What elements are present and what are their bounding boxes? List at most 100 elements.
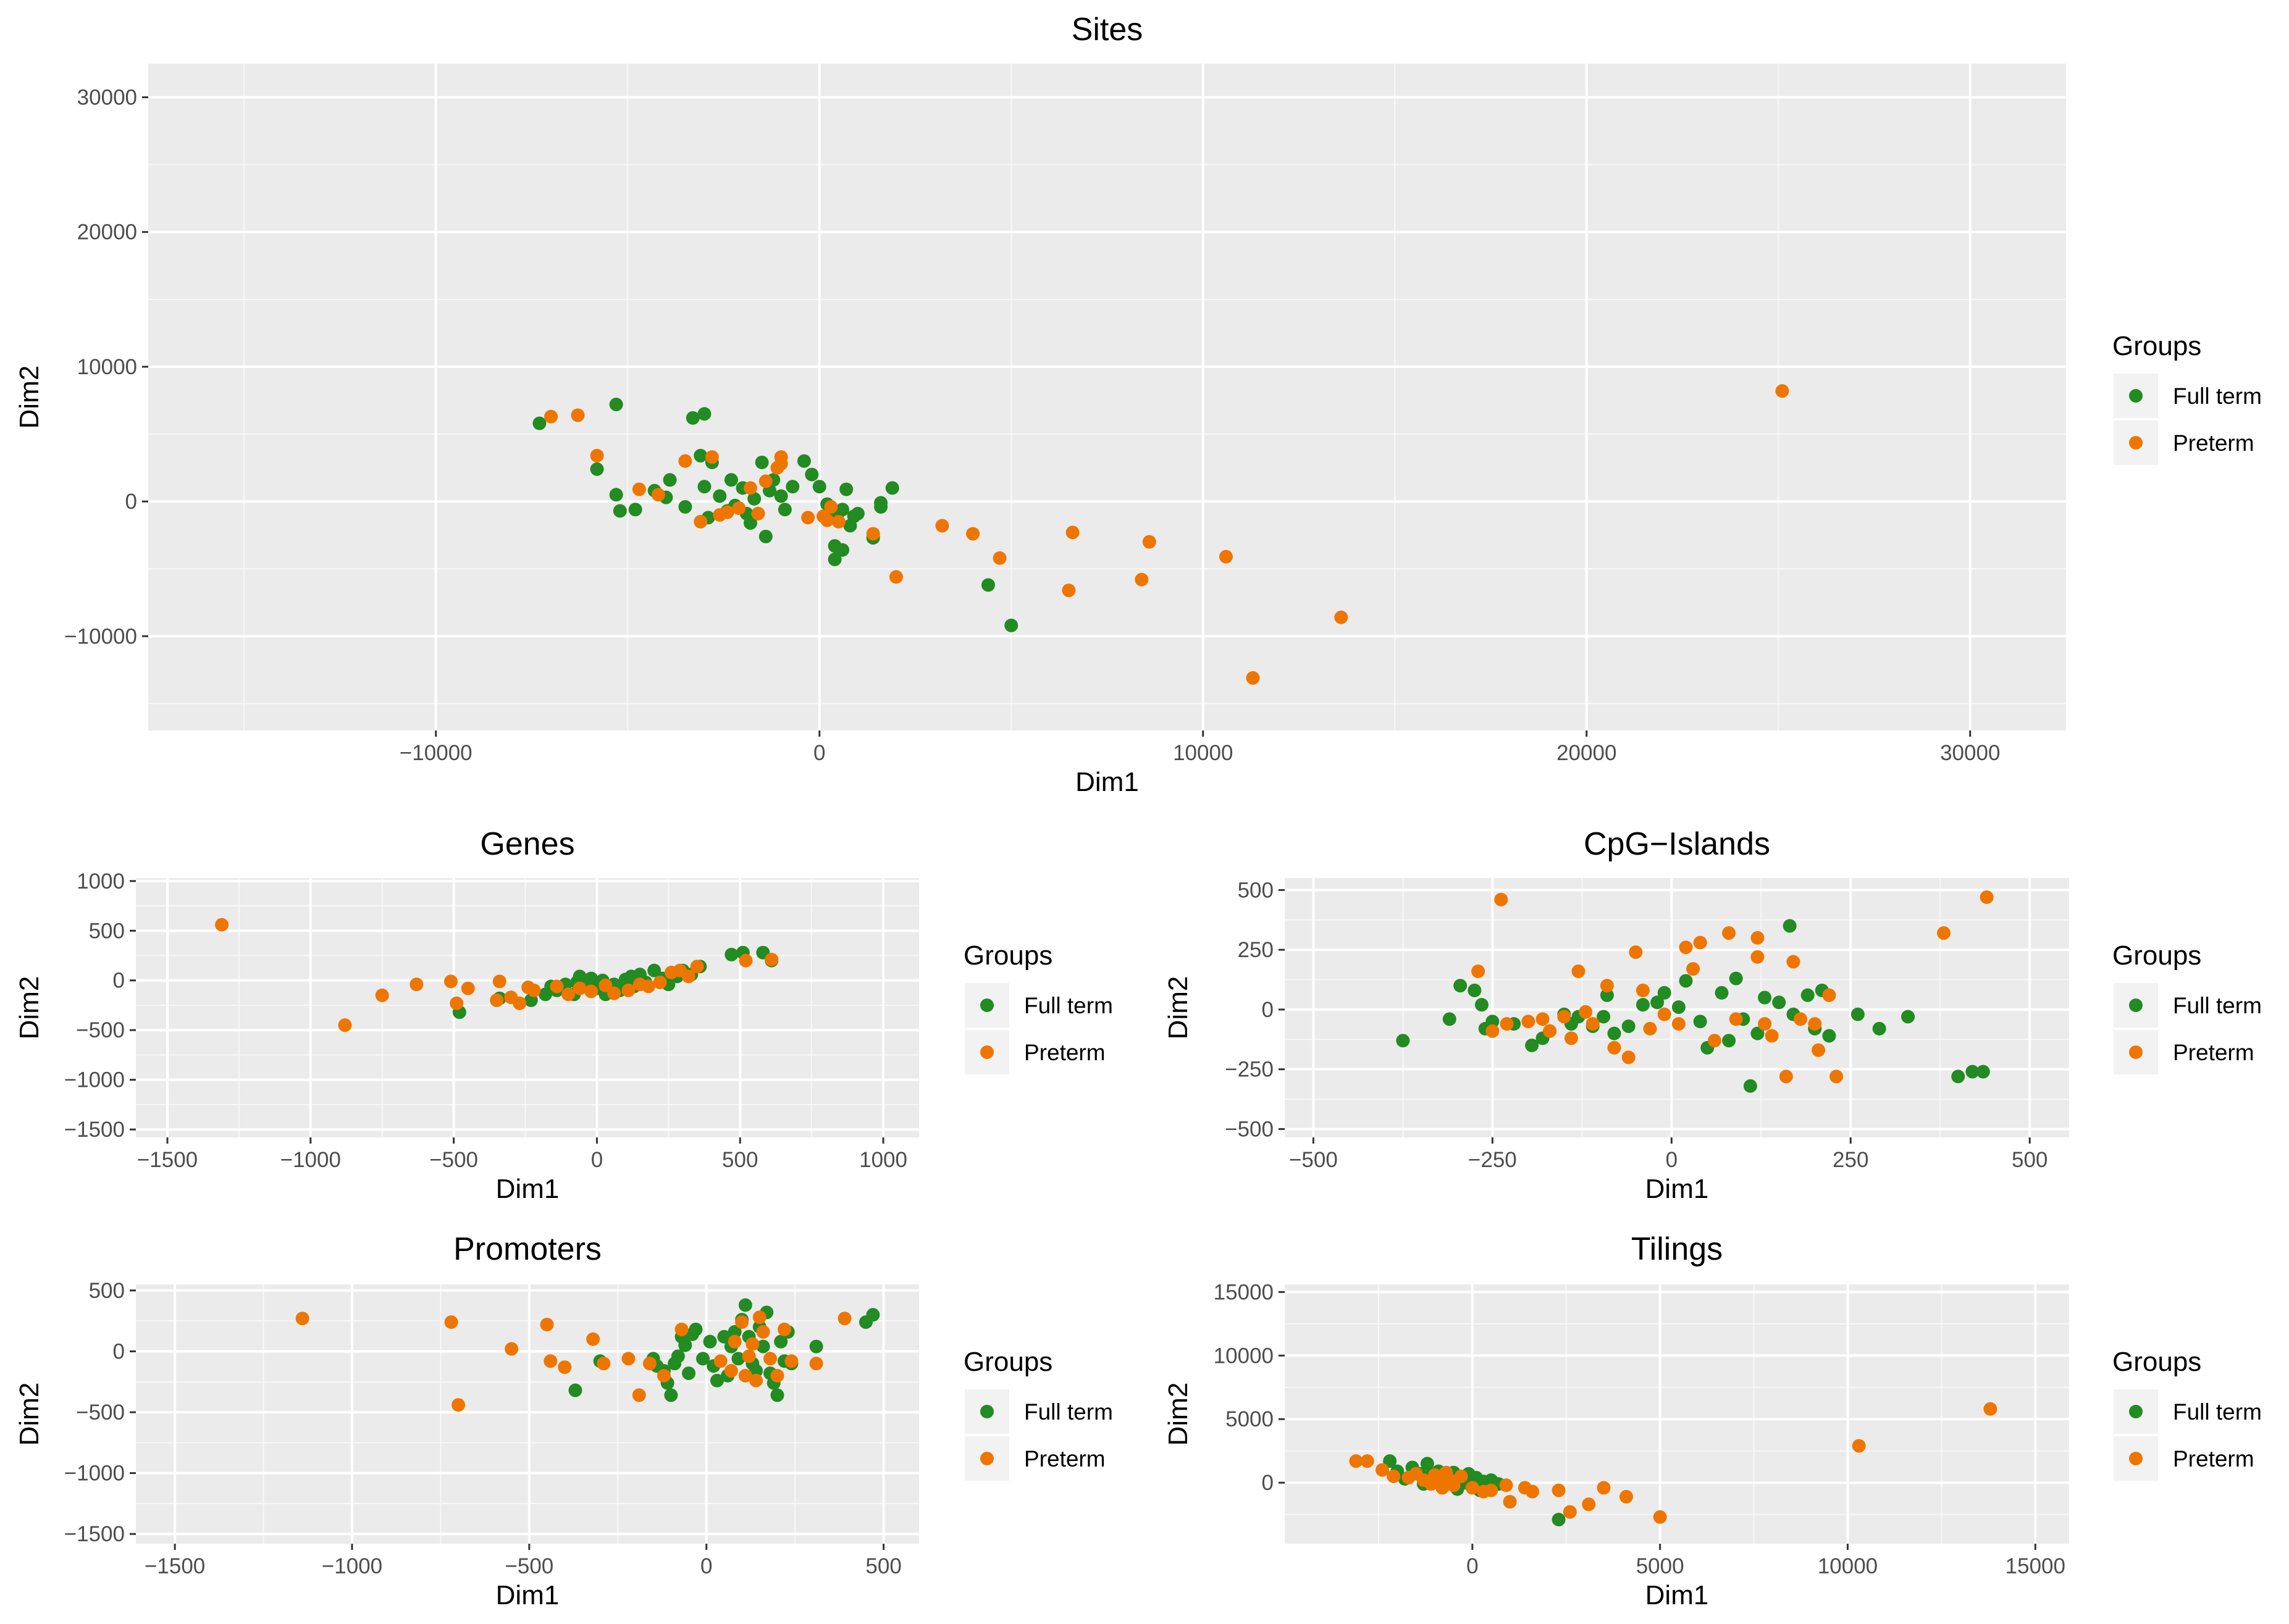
cpg-islands-point-preterm [1707, 1034, 1721, 1048]
sites-point-preterm [801, 511, 815, 525]
genes-x-tick-label: −500 [429, 1148, 478, 1172]
promoters-point-preterm [642, 1357, 657, 1371]
sites-point-full-term [774, 489, 788, 503]
sites-point-preterm [1135, 572, 1149, 587]
promoters-point-full-term [689, 1322, 703, 1336]
cpg-islands-point-preterm [1786, 955, 1800, 969]
promoters-point-full-term [568, 1383, 582, 1397]
sites-point-preterm [824, 500, 838, 514]
sites-x-tick-label: 0 [813, 741, 825, 765]
cpg-islands-point-preterm [1722, 926, 1736, 940]
tilings-legend-label-full-term: Full term [2173, 1399, 2262, 1425]
cpg-islands-point-preterm [1679, 940, 1693, 955]
sites-y-axis-label: Dim2 [14, 366, 44, 429]
cpg-islands-point-preterm [1471, 964, 1485, 978]
sites-point-full-term [628, 503, 642, 517]
sites-x-tick-label: 30000 [1940, 741, 2000, 765]
promoters-point-preterm [752, 1310, 766, 1325]
sites-point-preterm [820, 513, 834, 527]
cpg-islands-point-full-term [1822, 1029, 1836, 1043]
tilings-legend-title: Groups [2112, 1347, 2201, 1377]
tilings-plot-background [1285, 1284, 2069, 1544]
genes-point-preterm [573, 981, 587, 995]
sites-point-full-term [836, 503, 850, 517]
genes-title: Genes [480, 826, 574, 862]
genes-point-preterm [410, 977, 424, 992]
sites-plot-background [148, 64, 2066, 730]
tilings-x-tick-label: 0 [1466, 1554, 1478, 1578]
genes-point-preterm [690, 960, 704, 974]
genes-point-preterm [443, 974, 458, 989]
sites-point-full-term [836, 543, 850, 557]
promoters-point-preterm [838, 1312, 852, 1326]
promoters-point-full-term [738, 1298, 752, 1312]
genes-point-preterm [653, 975, 667, 989]
sites-panel: −10000 0 10000 20000 30000 −10000 0 10000 20000 3… [14, 12, 2262, 797]
genes-point-preterm [550, 979, 564, 994]
cpg-islands-legend-label-full-term: Full term [2173, 993, 2262, 1018]
cpg-islands-point-full-term [1600, 988, 1614, 1002]
promoters-x-tick-label: 0 [700, 1554, 712, 1578]
cpg-islands-point-full-term [1743, 1079, 1757, 1093]
genes-legend-title: Groups [964, 940, 1052, 971]
cpg-islands-point-full-term [1474, 998, 1489, 1012]
promoters-y-axis-label: Dim2 [14, 1383, 44, 1446]
promoters-point-preterm [621, 1352, 636, 1366]
tilings-x-axis-label: Dim1 [1645, 1580, 1709, 1610]
cpg-islands-legend-marker-full-term [2129, 998, 2143, 1012]
genes-point-preterm [492, 974, 506, 989]
cpg-islands-point-full-term [1396, 1034, 1410, 1048]
promoters-x-axis-label: Dim1 [496, 1580, 560, 1610]
promoters-point-preterm [586, 1332, 600, 1346]
sites-point-full-term [697, 480, 712, 494]
sites-legend-title: Groups [2112, 331, 2201, 361]
cpg-islands-point-preterm [1750, 950, 1765, 964]
sites-y-tick-label: 20000 [77, 220, 137, 245]
sites-point-preterm [571, 408, 585, 422]
genes-point-preterm [598, 978, 613, 992]
cpg-islands-point-preterm [1629, 945, 1643, 959]
cpg-islands-panel: −500 −250 0 250 500 −500 −250 0 250 500 CpG−Island… [1163, 826, 2262, 1204]
tilings-y-tick-label: 0 [1262, 1471, 1274, 1495]
promoters-panel: −1500 −1000 −500 0 500 −1500 −1000 −500 0 500 Prom… [14, 1231, 1113, 1610]
genes-point-preterm [641, 979, 655, 994]
promoters-legend-marker-preterm [980, 1452, 994, 1465]
genes-point-preterm [338, 1018, 352, 1032]
cpg-islands-point-preterm [1829, 1069, 1844, 1084]
cpg-islands-point-preterm [1571, 964, 1586, 978]
cpg-islands-point-preterm [1808, 1017, 1822, 1031]
cpg-islands-point-preterm [1621, 1050, 1636, 1065]
sites-x-tick-label: 20000 [1556, 741, 1616, 765]
genes-legend-label-full-term: Full term [1024, 993, 1113, 1018]
sites-point-full-term [743, 516, 757, 530]
sites-point-preterm [720, 505, 734, 519]
sites-point-preterm [966, 527, 980, 541]
sites-y-tick-label: −10000 [64, 624, 137, 648]
sites-point-preterm [544, 409, 558, 424]
cpg-islands-x-tick-label: 0 [1666, 1148, 1678, 1172]
sites-point-preterm [751, 506, 765, 521]
sites-point-full-term [663, 473, 677, 487]
cpg-islands-point-preterm [1643, 1021, 1657, 1036]
tilings-point-preterm [1552, 1483, 1566, 1497]
cpg-islands-y-axis-label: Dim2 [1163, 976, 1193, 1040]
sites-point-full-term [697, 407, 712, 421]
cpg-islands-point-preterm [1937, 926, 1951, 940]
sites-point-preterm [1065, 525, 1080, 540]
promoters-legend: Groups Full term Preterm [964, 1347, 1113, 1481]
cpg-islands-x-tick-label: 250 [1833, 1148, 1868, 1172]
genes-point-preterm [527, 983, 541, 997]
tilings-legend-marker-preterm [2129, 1452, 2143, 1465]
tilings-point-preterm [1387, 1469, 1401, 1483]
promoters-point-preterm [784, 1354, 799, 1368]
tilings-point-preterm [1582, 1497, 1596, 1512]
sites-point-full-term [797, 454, 811, 468]
sites-point-full-term [812, 480, 826, 494]
cpg-islands-point-full-term [1650, 995, 1665, 1010]
genes-legend-marker-full-term [980, 998, 994, 1012]
sites-point-full-term [755, 455, 769, 469]
cpg-islands-point-full-term [1800, 988, 1815, 1002]
promoters-x-tick-label: −1500 [145, 1554, 205, 1578]
cpg-islands-point-full-term [1657, 986, 1671, 1000]
genes-x-tick-label: 1000 [859, 1148, 907, 1172]
